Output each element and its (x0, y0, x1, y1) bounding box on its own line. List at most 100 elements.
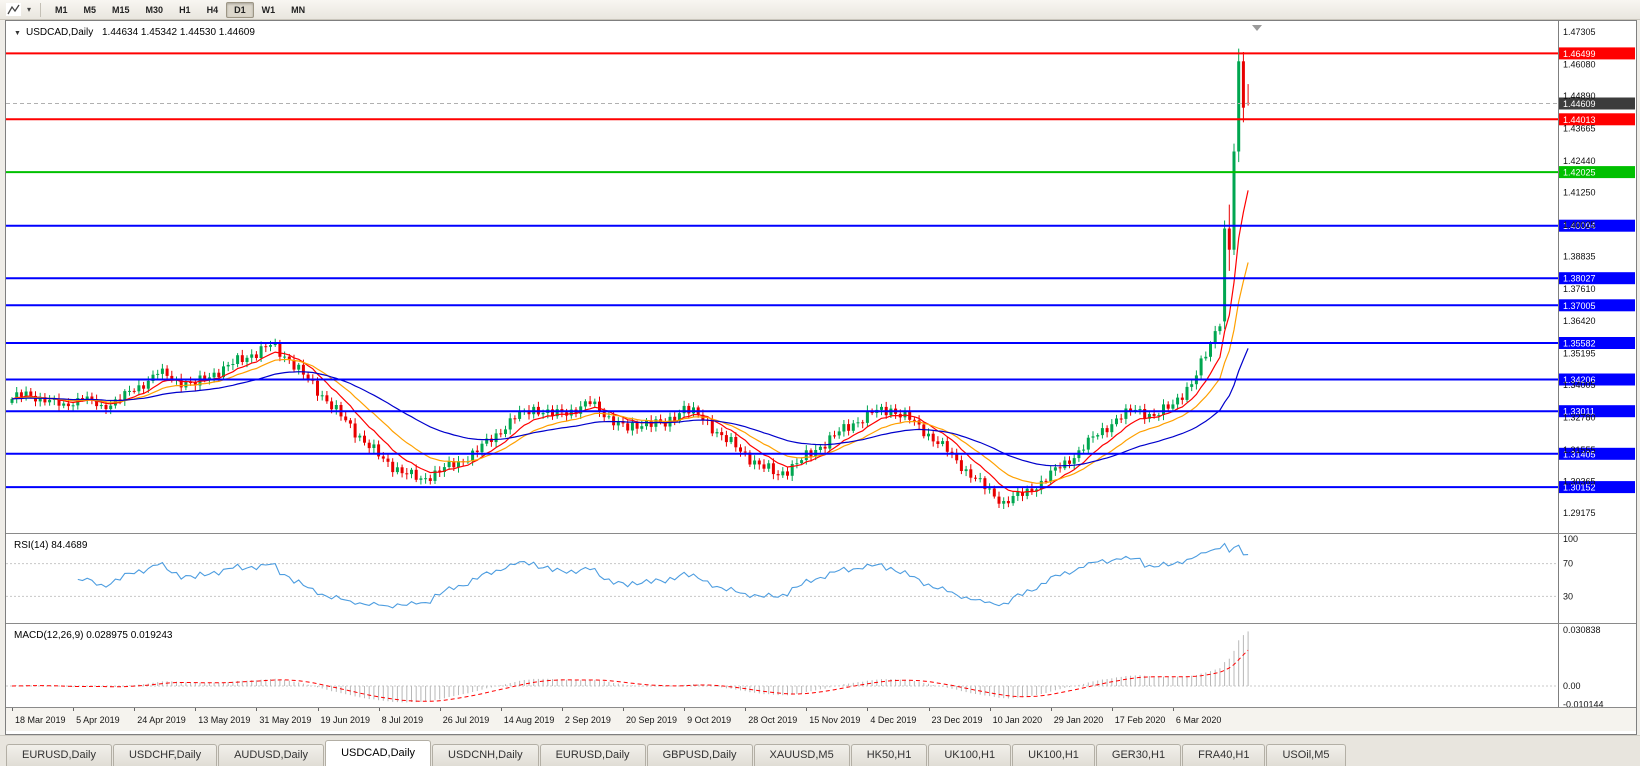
date-label: 2 Sep 2019 (564, 715, 611, 725)
timeframe-button-w1[interactable]: W1 (261, 4, 276, 15)
shift-marker-icon (1252, 25, 1262, 31)
date-label: 6 Mar 2020 (1175, 715, 1222, 725)
ma-9-line (11, 190, 1249, 494)
timeframe-button-h4[interactable]: H4 (206, 4, 219, 15)
bid-price-tag: 1.44609 (1563, 99, 1596, 109)
price-axis-label: 1.42440 (1563, 156, 1596, 166)
main-chart[interactable]: ▼ USDCAD,Daily 1.44634 1.45342 1.44530 1… (6, 21, 1636, 533)
time-axis-tick (256, 708, 258, 711)
rsi-axis-label: 30 (1563, 591, 1573, 601)
date-label: 20 Sep 2019 (626, 715, 678, 725)
price-axis-label: 1.31555 (1563, 445, 1596, 455)
price-axis-label: 1.38835 (1563, 252, 1596, 262)
hline-1.42025[interactable]: 1.42025 (6, 166, 1635, 179)
hline-1.37005[interactable]: 1.37005 (6, 299, 1635, 312)
date-label: 13 May 2019 (198, 715, 251, 725)
hline-1.30152[interactable]: 1.30152 (6, 481, 1635, 494)
chart-tabbar: EURUSD,Daily USDCHF,Daily AUDUSD,Daily USDC… (0, 735, 1640, 766)
timeframe-toolbar: M1 M5 M15 M30 H1 H4 D1 W1 MN (47, 1, 313, 18)
time-axis-tick (1111, 708, 1113, 711)
time-axis-tick (12, 708, 13, 711)
time-axis-tick (623, 708, 624, 711)
chart-tab-2-audusd-daily[interactable]: AUDUSD,Daily (218, 744, 325, 766)
hline-1.38027[interactable]: 1.38027 (6, 272, 1635, 285)
time-axis-tick (1050, 708, 1052, 711)
hline-1.35582[interactable]: 1.35582 (6, 337, 1635, 349)
rsi-line (77, 542, 1249, 609)
date-label: 17 Feb 2020 (1114, 715, 1166, 725)
time-axis-tick (500, 708, 502, 711)
price-tag: 1.40004 (1563, 221, 1596, 231)
hline-1.46499[interactable]: 1.46499 (6, 47, 1635, 60)
chart-cursor-icon[interactable] (4, 2, 22, 18)
chart-tab-12-fra40-h1[interactable]: FRA40,H1 (1182, 744, 1266, 766)
macd-axis-label: 0.030838 (1563, 625, 1601, 635)
price-axis-label: 1.44890 (1563, 91, 1596, 101)
price-tag: 1.33011 (1563, 407, 1595, 417)
macd-histogram (16, 631, 1249, 703)
price-tag: 1.38027 (1563, 274, 1596, 284)
timeframe-button-m30[interactable]: M30 (145, 4, 164, 15)
chart-tab-8-hk50-h1[interactable]: HK50,H1 (850, 744, 928, 766)
time-axis-tick (73, 708, 75, 711)
symbol-dropdown-icon[interactable]: ▼ (14, 30, 21, 37)
toolbar-separator (40, 2, 41, 17)
price-tag: 1.44013 (1563, 115, 1596, 125)
hline-1.34206[interactable]: 1.34206 (6, 373, 1635, 386)
hline-1.40004[interactable]: 1.40004 (6, 219, 1635, 232)
timeframe-button-m15[interactable]: M15 (112, 4, 130, 15)
date-label: 31 May 2019 (259, 715, 312, 725)
time-axis-tick (317, 708, 319, 711)
top-toolbar: ▾ M1 M5 M15 M30 H1 H4 D1 W1 MN (0, 0, 1640, 20)
price-tag: 1.34206 (1563, 375, 1596, 385)
time-axis-tick (684, 708, 686, 711)
chart-tab-10-uk100-h1[interactable]: UK100,H1 (1012, 744, 1095, 766)
price-axis-label: 1.34005 (1563, 380, 1596, 390)
date-label: 23 Dec 2019 (931, 715, 983, 725)
date-label: 9 Oct 2019 (687, 715, 732, 725)
date-label: 29 Jan 2020 (1053, 715, 1104, 725)
chart-tab-13-usoil-m5[interactable]: USOil,M5 (1266, 744, 1346, 766)
timeframe-button-d1[interactable]: D1 (226, 1, 254, 18)
rsi-panel[interactable]: RSI(14) 84.4689 100 70 30 (6, 533, 1636, 623)
ma-45-line (11, 348, 1249, 467)
chart-tab-11-ger30-h1[interactable]: GER30,H1 (1095, 744, 1182, 766)
macd-signal-line (11, 649, 1249, 702)
date-label: 5 Apr 2019 (76, 715, 120, 725)
chart-tab-3-usdcad-daily[interactable]: USDCAD,Daily (325, 740, 432, 766)
macd-label: MACD(12,26,9) 0.028975 0.019243 (14, 630, 173, 641)
hline-1.31405[interactable]: 1.31405 (6, 447, 1635, 460)
price-tag: 1.37005 (1563, 301, 1596, 311)
timeframe-button-h1[interactable]: H1 (179, 4, 191, 15)
chart-tab-0-eurusd-daily[interactable]: EURUSD,Daily (6, 744, 112, 766)
hline-1.44013[interactable]: 1.44013 (6, 113, 1635, 126)
price-axis-label: 1.46080 (1563, 60, 1596, 70)
time-axis-tick (561, 708, 563, 711)
macd-axis-label: -0.010144 (1563, 699, 1604, 707)
time-axis-tick (195, 708, 197, 711)
chart-tab-5-eurusd-daily[interactable]: EURUSD,Daily (539, 744, 646, 766)
time-axis-tick (806, 708, 808, 711)
price-tag: 1.30152 (1563, 483, 1596, 493)
date-label: 14 Aug 2019 (503, 715, 555, 725)
price-tag: 1.31405 (1563, 449, 1596, 459)
price-axis-label: 1.30365 (1563, 476, 1596, 486)
macd-panel[interactable]: MACD(12,26,9) 0.028975 0.019243 0.030838… (6, 623, 1636, 707)
timeframe-button-m5[interactable]: M5 (83, 4, 97, 15)
chart-title: USDCAD,Daily (26, 27, 93, 38)
timeframe-button-m1[interactable]: M1 (55, 4, 68, 15)
chart-tab-9-uk100-h1[interactable]: UK100,H1 (928, 744, 1012, 766)
time-axis[interactable]: 18 Mar 2019 5 Apr 2019 24 Apr 2019 13 May 2… (6, 707, 1636, 731)
chart-tab-4-usdcnh-daily[interactable]: USDCNH,Daily (432, 744, 539, 766)
macd-axis-label: 0.00 (1563, 681, 1581, 691)
price-axis-label: 1.37610 (1563, 284, 1596, 294)
chart-tab-6-gbpusd-daily[interactable]: GBPUSD,Daily (646, 744, 753, 766)
date-label: 18 Mar 2019 (15, 715, 66, 725)
date-label: 8 Jul 2019 (381, 715, 424, 725)
date-label: 19 Jun 2019 (320, 715, 371, 725)
chart-tab-7-xauusd-m5[interactable]: XAUUSD,M5 (753, 744, 850, 766)
hline-1.33011[interactable]: 1.33011 (6, 405, 1635, 418)
timeframe-button-mn[interactable]: MN (291, 4, 306, 15)
toolbar-dropdown-icon[interactable]: ▾ (26, 5, 31, 14)
chart-tab-1-usdchf-daily[interactable]: USDCHF,Daily (112, 744, 218, 766)
